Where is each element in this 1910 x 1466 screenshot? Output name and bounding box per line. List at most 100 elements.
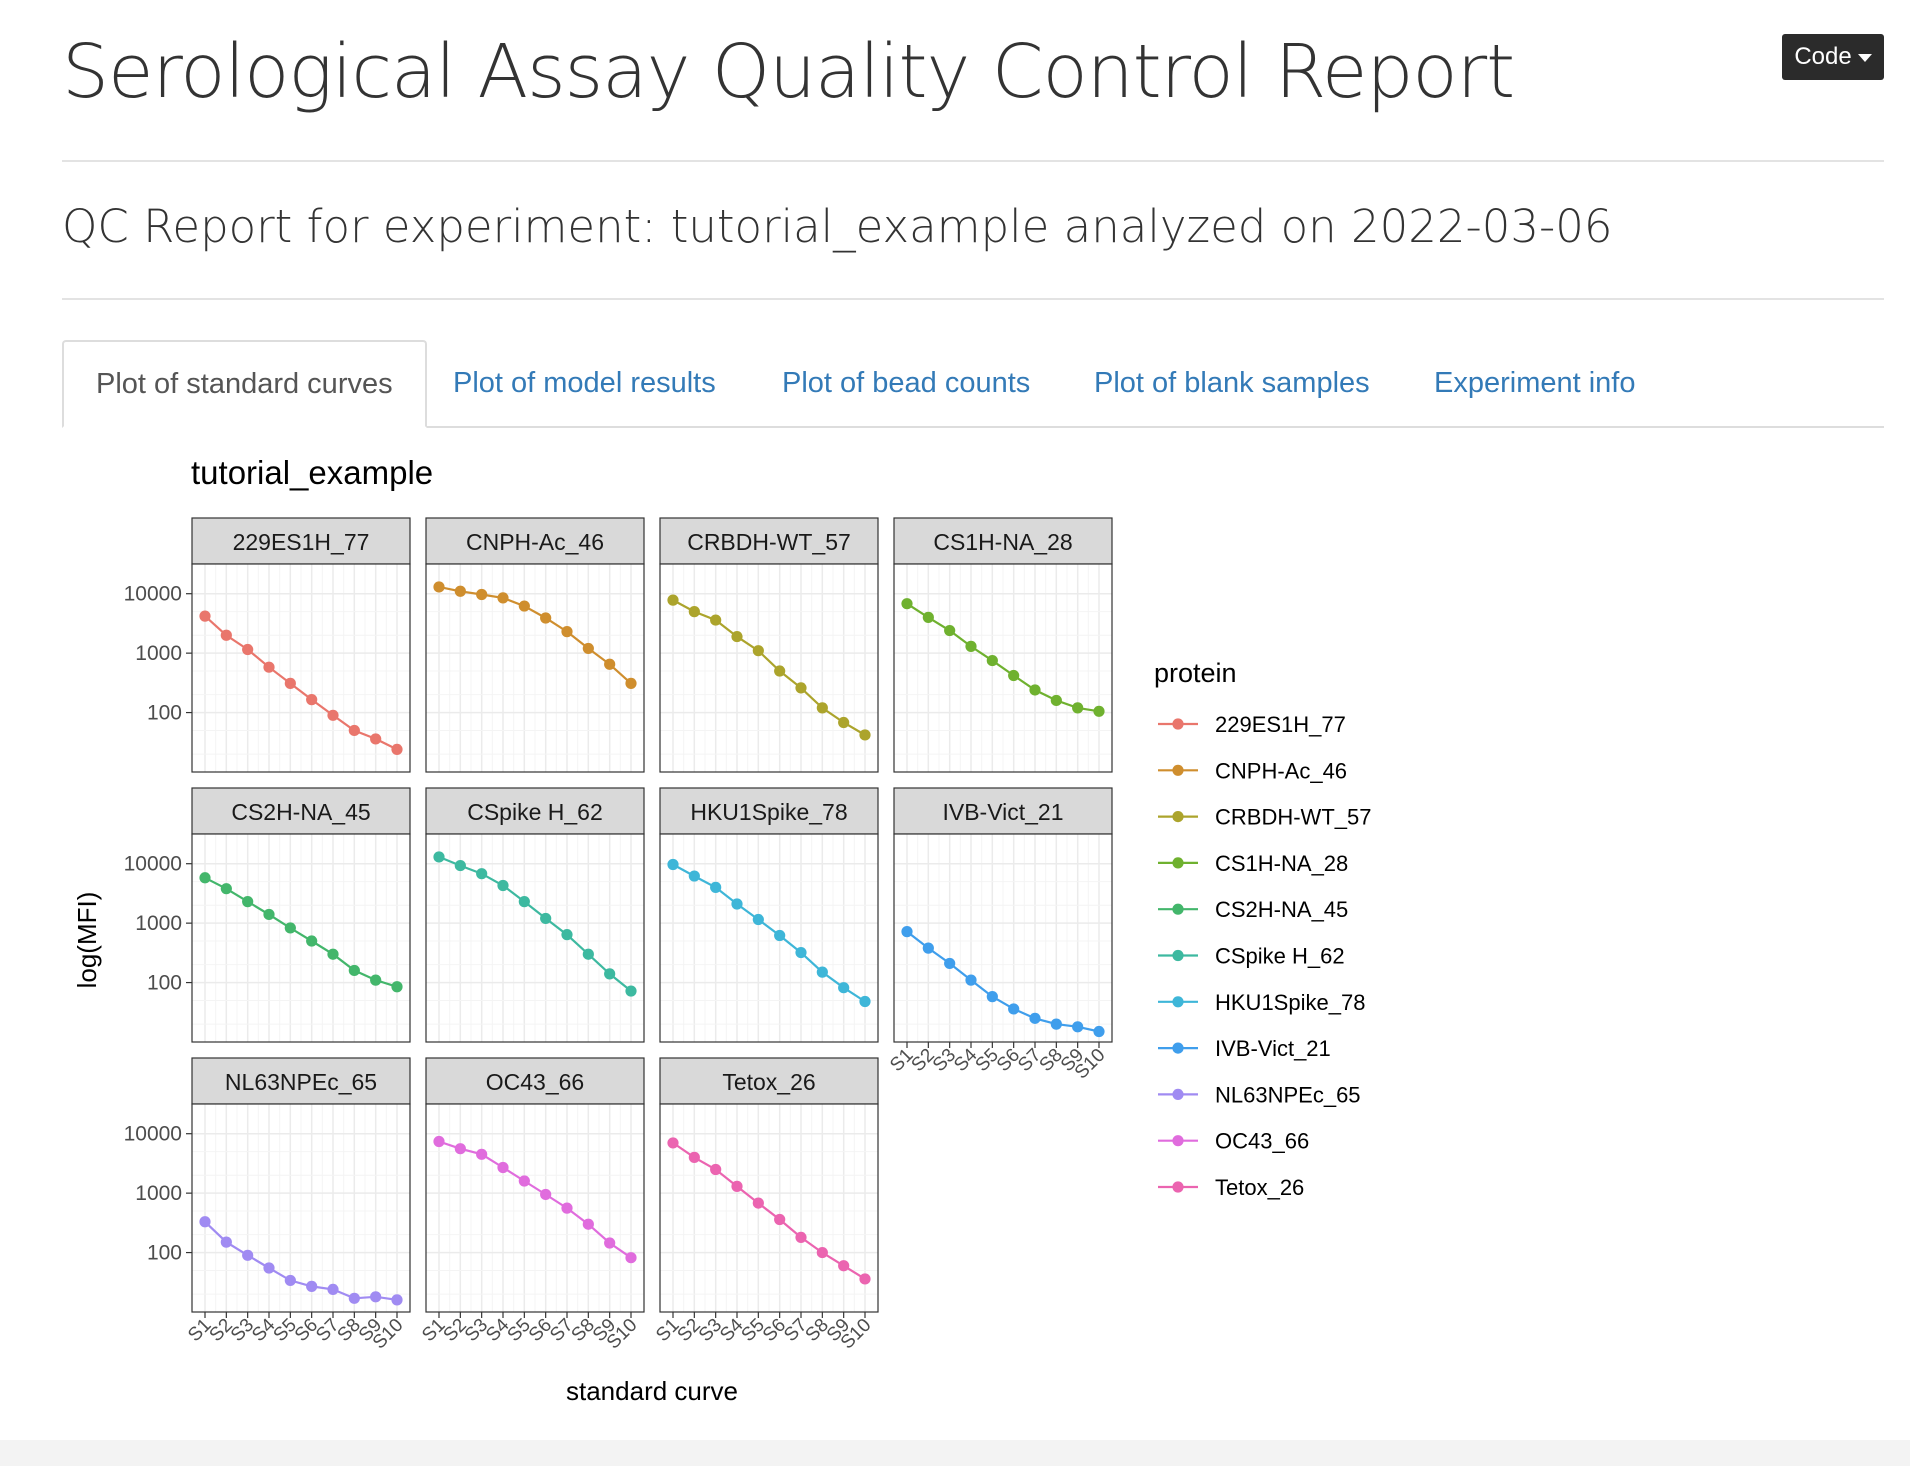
x-axis-label: standard curve <box>566 1376 738 1406</box>
data-point <box>774 665 786 677</box>
data-point <box>731 1180 743 1192</box>
y-tick-label: 100 <box>147 702 182 725</box>
data-point <box>220 1236 232 1248</box>
data-point <box>263 661 275 673</box>
data-point <box>859 729 871 741</box>
tab-bead-counts[interactable]: Plot of bead counts <box>782 340 1030 426</box>
tab-label: Plot of model results <box>453 366 716 399</box>
facet-strip <box>659 787 879 835</box>
data-point <box>838 982 850 994</box>
data-point <box>433 1135 445 1148</box>
report-subtitle: QC Report for experiment: tutorial_examp… <box>62 200 1613 253</box>
tab-bar: Plot of standard curves Plot of model re… <box>62 340 1884 428</box>
data-point <box>540 1188 552 1201</box>
series-line <box>438 855 632 992</box>
facet-label: CS2H-NA_45 <box>231 799 370 825</box>
data-point <box>688 870 700 882</box>
data-point <box>582 1218 594 1230</box>
facet-border <box>659 563 879 773</box>
tab-experiment-info[interactable]: Experiment info <box>1434 340 1636 426</box>
standard-curves-chart: tutorial_example 229ES1H_77 100 1000 10000 CN… <box>72 454 1371 1406</box>
legend-label: CNPH-Ac_46 <box>1215 758 1347 783</box>
data-point <box>625 677 637 689</box>
data-point <box>944 624 956 637</box>
data-point <box>476 1148 488 1160</box>
series-line <box>672 599 866 736</box>
y-axis-label: log(MFI) <box>72 892 102 989</box>
data-point <box>518 600 530 612</box>
legend-key-point <box>1172 811 1184 823</box>
data-point <box>348 724 360 737</box>
data-point <box>922 942 934 954</box>
series-line <box>438 585 632 685</box>
y-tick-label: 1000 <box>135 642 182 665</box>
tab-model-results[interactable]: Plot of model results <box>453 340 716 426</box>
series-line <box>672 863 866 1003</box>
facet-label: OC43_66 <box>486 1069 584 1095</box>
data-point <box>1093 705 1105 717</box>
facet-border <box>893 563 1113 773</box>
data-point <box>752 913 764 926</box>
data-point <box>1050 694 1062 707</box>
series-line <box>672 1141 866 1280</box>
data-point <box>284 677 296 689</box>
chart-title: tutorial_example <box>191 454 433 491</box>
data-point <box>859 995 871 1008</box>
y-tick-label: 10000 <box>124 853 182 876</box>
series-line <box>906 602 1100 713</box>
data-point <box>497 1161 509 1174</box>
data-point <box>859 1273 871 1285</box>
data-point <box>454 585 466 597</box>
tab-standard-curves[interactable]: Plot of standard curves <box>62 340 427 428</box>
data-point <box>220 629 232 641</box>
data-point <box>625 985 637 997</box>
facet-label: NL63NPEc_65 <box>225 1069 377 1095</box>
data-point <box>667 858 679 871</box>
data-point <box>710 881 722 893</box>
facet-border <box>191 1103 411 1313</box>
data-point <box>604 968 616 980</box>
data-point <box>391 981 403 993</box>
data-point <box>752 1197 764 1209</box>
data-point <box>306 935 318 947</box>
y-tick-label: 1000 <box>135 1182 182 1205</box>
data-point <box>454 859 466 872</box>
data-point <box>433 851 445 863</box>
facet-strip <box>191 787 411 835</box>
data-point <box>284 1274 296 1287</box>
data-point <box>774 929 786 942</box>
series-line <box>204 615 398 751</box>
facet-strip <box>893 517 1113 565</box>
data-point <box>476 588 488 601</box>
data-point <box>1029 1012 1041 1024</box>
data-point <box>454 1143 466 1155</box>
data-point <box>710 1163 722 1176</box>
data-point <box>220 883 232 895</box>
series-line <box>438 1140 632 1259</box>
legend-key-point <box>1172 996 1184 1008</box>
data-point <box>774 1213 786 1226</box>
facet-label: CRBDH-WT_57 <box>687 529 851 555</box>
code-button[interactable]: Code <box>1782 34 1884 80</box>
data-point <box>1008 1003 1020 1015</box>
facet-strip <box>191 1057 411 1105</box>
series-line <box>204 876 398 988</box>
legend-key-point <box>1172 1088 1184 1100</box>
data-point <box>199 872 211 884</box>
page-title: Serological Assay Quality Control Report <box>62 29 1515 115</box>
data-point <box>199 1216 211 1228</box>
data-point <box>518 896 530 908</box>
data-point <box>242 896 254 908</box>
facet-strip <box>425 787 645 835</box>
data-point <box>1008 669 1020 682</box>
data-point <box>731 898 743 910</box>
tab-label: Plot of bead counts <box>782 366 1031 399</box>
divider <box>62 298 1884 300</box>
data-point <box>540 612 552 624</box>
data-point <box>561 1202 573 1214</box>
tab-label: Plot of blank samples <box>1094 366 1370 399</box>
tab-blank-samples[interactable]: Plot of blank samples <box>1094 340 1370 426</box>
legend-key-point <box>1172 764 1184 776</box>
data-point <box>582 642 594 655</box>
data-point <box>901 926 913 938</box>
